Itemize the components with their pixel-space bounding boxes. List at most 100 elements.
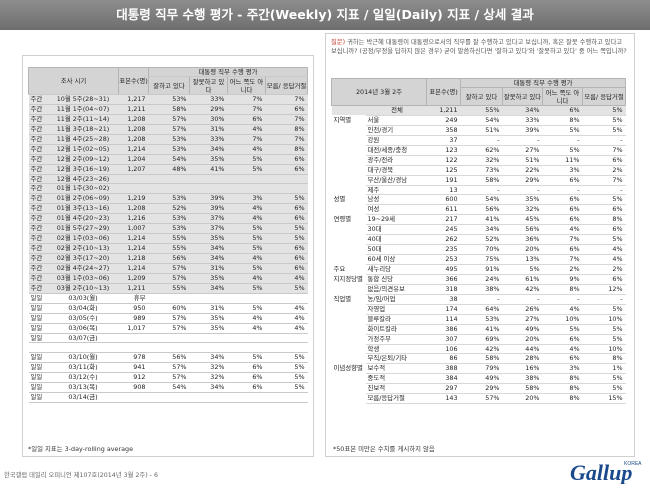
- row-category: [332, 135, 366, 145]
- row-sample: 13: [426, 185, 461, 196]
- row-type: 주간: [28, 134, 48, 145]
- row-bad: 44%: [502, 344, 543, 355]
- detail-header-good: 잘하고 있다: [460, 87, 504, 106]
- row-sample: 휴무: [118, 293, 149, 304]
- row-sample: 217: [426, 214, 461, 226]
- row-good: 54%: [148, 382, 190, 394]
- row-segment: 대전/세종/충청: [365, 145, 427, 156]
- row-dk: 10%: [582, 344, 626, 355]
- row-dk: 7%: [265, 114, 308, 125]
- row-dk: 2%: [582, 165, 626, 176]
- detail-row: 직업별 농/임/어업 38- - - -: [332, 294, 626, 305]
- row-neither: 5%: [542, 145, 583, 156]
- row-bad: 56%: [502, 224, 543, 236]
- row-good: 58%: [148, 104, 190, 115]
- row-good: 52%: [460, 234, 503, 246]
- row-dk: 6%: [265, 263, 308, 274]
- row-neither: 2%: [542, 264, 583, 275]
- table-row: 주간 01월 3주(13~16) 1,208 52% 39% 4% 6%: [28, 203, 308, 215]
- row-bad: 41%: [189, 164, 228, 175]
- row-category: 직업별: [333, 294, 352, 303]
- row-bad: 35%: [502, 194, 543, 206]
- detail-header-sample: 표본수(명): [426, 78, 462, 106]
- row-dk: 10%: [582, 314, 626, 325]
- row-sample: 1,207: [118, 164, 149, 175]
- row-period: 12월 3주(16~19): [47, 164, 119, 175]
- row-category: [332, 205, 366, 215]
- row-period: 12월 4주(23~26): [47, 174, 119, 185]
- row-neither: [227, 333, 266, 344]
- row-neither: 4%: [542, 344, 583, 355]
- row-neither: 4%: [227, 144, 266, 155]
- row-segment: 전체: [365, 105, 427, 116]
- row-category: [332, 374, 366, 384]
- row-neither: 6%: [227, 362, 266, 374]
- row-dk: 12%: [582, 284, 626, 295]
- row-sample: 249: [426, 115, 461, 126]
- row-bad: 27%: [502, 145, 543, 156]
- weekly-daily-table: 조사 시기 표본수(명) 대통령 직무 수행 평가 잘하고 있다 잘못하고 있다…: [28, 67, 309, 404]
- row-bad: 38%: [502, 373, 543, 385]
- row-sample: 1,217: [118, 94, 149, 105]
- row-period: 03/05(수): [47, 313, 119, 324]
- row-bad: 5%: [502, 264, 543, 275]
- row-bad: 39%: [502, 125, 543, 136]
- row-sample: 495: [426, 264, 461, 275]
- row-bad: 33%: [502, 115, 543, 126]
- row-sample: 37: [426, 135, 461, 146]
- row-neither: 3%: [227, 193, 266, 205]
- row-neither: 7%: [227, 94, 266, 105]
- row-neither: 3%: [542, 363, 583, 375]
- row-sample: 1,214: [118, 233, 149, 245]
- row-period: 03/04(화): [47, 303, 119, 314]
- row-bad: 22%: [502, 165, 543, 176]
- row-good: 57%: [148, 372, 190, 384]
- row-neither: 5%: [542, 324, 583, 335]
- row-dk: [265, 293, 308, 304]
- row-bad: [189, 333, 228, 344]
- row-dk: 1%: [582, 363, 626, 375]
- row-dk: 4%: [265, 273, 308, 284]
- row-segment: 30대: [365, 224, 427, 236]
- row-bad: 35%: [189, 273, 228, 284]
- row-good: 52%: [148, 203, 190, 215]
- row-sample: 611: [426, 204, 461, 216]
- detail-row: 대구/경북 125 73% 22% 3% 2%: [332, 165, 626, 176]
- row-category: 성별: [333, 195, 346, 204]
- row-dk: 5%: [265, 382, 308, 394]
- row-bad: 31%: [189, 263, 228, 274]
- row-neither: 7%: [542, 254, 583, 265]
- row-type: 주간: [28, 174, 48, 185]
- row-dk: 7%: [582, 175, 626, 186]
- row-segment: 강원: [365, 135, 427, 146]
- row-sample: 123: [426, 145, 461, 156]
- row-type: 주간: [28, 104, 48, 115]
- row-neither: 4%: [227, 213, 266, 225]
- row-dk: -: [582, 135, 626, 146]
- row-good: 57%: [148, 124, 190, 135]
- row-category: [332, 175, 366, 185]
- question-text: 귀하는 박근혜 대통령이 대통령으로서의 직무를 잘 수행하고 있다고 보십니까…: [331, 39, 627, 56]
- row-bad: 35%: [189, 233, 228, 245]
- row-period: 01월 2주(06~09): [47, 193, 119, 205]
- row-bad: 26%: [502, 304, 543, 315]
- table-row: 주간 11월 3주(18~21) 1,208 57% 31% 4% 8%: [28, 124, 308, 135]
- row-segment: 서울: [365, 115, 427, 126]
- row-sample: 174: [426, 304, 461, 315]
- row-dk: 6%: [265, 164, 308, 175]
- row-dk: 7%: [582, 145, 626, 156]
- row-bad: 49%: [502, 324, 543, 335]
- row-bad: [189, 293, 228, 304]
- row-dk: 6%: [265, 243, 308, 254]
- row-dk: 4%: [582, 254, 626, 265]
- row-neither: 6%: [542, 244, 583, 256]
- gallup-logo: Gallup KOREA: [568, 458, 648, 485]
- row-good: 41%: [460, 214, 503, 226]
- row-period: 03월 2주(10~13): [47, 283, 119, 294]
- row-period: 01월 1주(30~02): [47, 183, 119, 195]
- row-good: 32%: [460, 155, 503, 166]
- detail-row: 진보적 297 29% 58% 8% 5%: [332, 383, 626, 395]
- row-type: 주간: [28, 283, 48, 294]
- row-period: 02월 2주(10~13): [47, 243, 119, 254]
- daily-note: *일일 지표는 3-day-rolling average: [28, 445, 133, 453]
